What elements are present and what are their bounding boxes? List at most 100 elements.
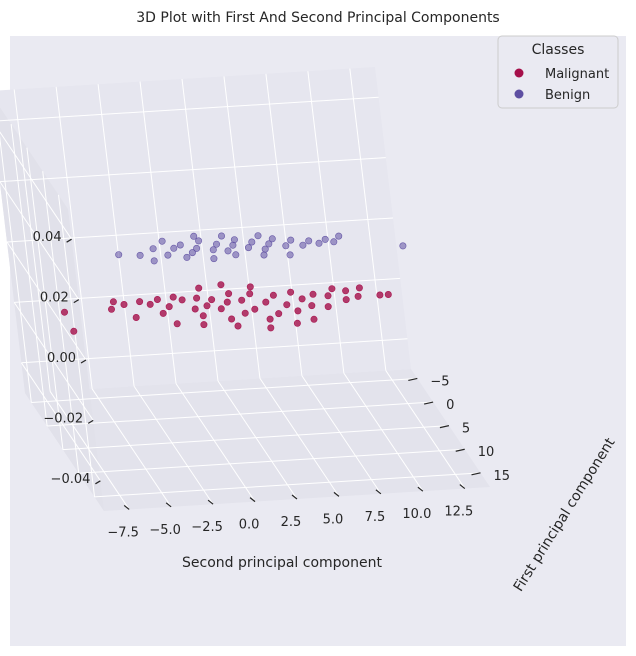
data-point-malignant — [298, 295, 306, 303]
y-tick-label: −5 — [430, 374, 449, 389]
legend-title: Classes — [532, 42, 585, 58]
grid-line-x — [49, 391, 130, 510]
data-point-benign — [315, 239, 323, 247]
z-tick-mark — [80, 359, 87, 364]
data-point-malignant — [228, 315, 236, 323]
data-point-malignant — [217, 305, 225, 313]
data-point-malignant — [328, 285, 336, 293]
axes-grid — [0, 68, 481, 510]
data-point-malignant — [275, 310, 283, 318]
data-point-malignant — [199, 312, 207, 320]
z-tick-label: −0.02 — [43, 411, 83, 426]
data-point-malignant — [246, 283, 254, 291]
x-tick-mark — [291, 494, 298, 500]
grid-line-z — [20, 362, 101, 482]
x-tick-label: 12.5 — [444, 505, 473, 520]
data-points — [60, 232, 407, 335]
grid-line-y — [47, 401, 434, 427]
z-tick-mark — [66, 238, 72, 243]
data-point-malignant — [267, 324, 275, 332]
x-tick-mark — [459, 484, 466, 490]
x-tick-mark — [165, 502, 172, 508]
z-tick-label: 0.02 — [40, 291, 69, 306]
data-point-benign — [176, 241, 184, 249]
y-tick-mark — [408, 377, 418, 382]
grid-line-x — [217, 380, 298, 500]
data-point-benign — [193, 244, 201, 252]
data-point-benign — [150, 257, 158, 265]
data-point-benign — [158, 237, 166, 245]
data-point-malignant — [146, 300, 154, 308]
data-point-malignant — [217, 281, 225, 289]
data-point-malignant — [234, 322, 242, 330]
legend-marker-benign — [514, 89, 524, 99]
x-tick-label: −5.0 — [149, 523, 181, 538]
data-point-malignant — [354, 292, 362, 300]
y-tick-mark — [471, 472, 481, 476]
data-point-malignant — [241, 309, 249, 317]
data-point-benign — [230, 236, 238, 244]
data-point-benign — [330, 238, 338, 246]
data-point-malignant — [355, 284, 363, 292]
data-point-benign — [232, 251, 240, 259]
data-point-malignant — [200, 321, 208, 329]
legend-label-malignant: Malignant — [545, 67, 609, 82]
data-point-benign — [170, 244, 178, 252]
data-point-benign — [260, 251, 268, 259]
data-point-malignant — [246, 290, 254, 298]
grid-line-x — [175, 383, 256, 502]
data-point-benign — [218, 232, 226, 240]
z-tick-label: 0.04 — [33, 230, 62, 245]
grid-line-z — [0, 96, 379, 122]
x-tick-mark — [333, 491, 340, 497]
grid-line-z — [0, 181, 80, 300]
data-point-malignant — [109, 298, 117, 306]
y-tick-mark — [423, 401, 434, 405]
data-point-malignant — [293, 319, 301, 327]
data-point-benign — [287, 236, 295, 244]
data-point-malignant — [251, 305, 259, 313]
data-point-benign — [399, 242, 407, 250]
data-point-malignant — [376, 291, 384, 299]
data-point-malignant — [193, 294, 201, 302]
data-point-malignant — [208, 296, 216, 304]
data-point-benign — [282, 242, 290, 250]
legend-marker-malignant — [514, 68, 524, 78]
grid-line-y — [94, 472, 481, 498]
x-tick-label: −2.5 — [191, 520, 223, 535]
data-point-benign — [136, 251, 144, 259]
data-point-malignant — [294, 307, 302, 315]
grid-line-y — [78, 448, 465, 474]
y-tick-mark — [439, 425, 450, 429]
x-tick-mark — [375, 489, 382, 495]
data-point-malignant — [120, 300, 128, 308]
grid-line-x — [343, 372, 424, 492]
x-tick-mark — [123, 504, 130, 510]
legend: Classes Malignant Benign — [497, 35, 619, 109]
data-point-benign — [149, 245, 157, 253]
legend-label-benign: Benign — [545, 88, 590, 103]
x-tick-label: 2.5 — [281, 515, 302, 530]
data-point-malignant — [324, 292, 332, 300]
data-point-benign — [286, 251, 294, 259]
data-point-malignant — [203, 302, 211, 310]
data-point-malignant — [178, 296, 186, 304]
grid-line-y — [62, 425, 449, 451]
data-point-malignant — [191, 305, 199, 313]
grid-line-z — [6, 217, 394, 243]
x-tick-label: 7.5 — [365, 510, 386, 525]
y-tick-label: 5 — [462, 422, 470, 437]
x-tick-mark — [207, 499, 214, 505]
data-point-malignant — [60, 308, 68, 316]
data-point-benign — [190, 232, 198, 240]
data-point-malignant — [153, 295, 161, 303]
data-point-malignant — [108, 305, 116, 313]
data-point-benign — [164, 251, 172, 259]
data-point-malignant — [70, 327, 78, 335]
data-point-malignant — [159, 309, 167, 317]
x-tick-mark — [417, 486, 424, 492]
grid-line-x — [259, 378, 340, 497]
data-point-benign — [299, 241, 307, 249]
data-point-benign — [224, 247, 232, 255]
